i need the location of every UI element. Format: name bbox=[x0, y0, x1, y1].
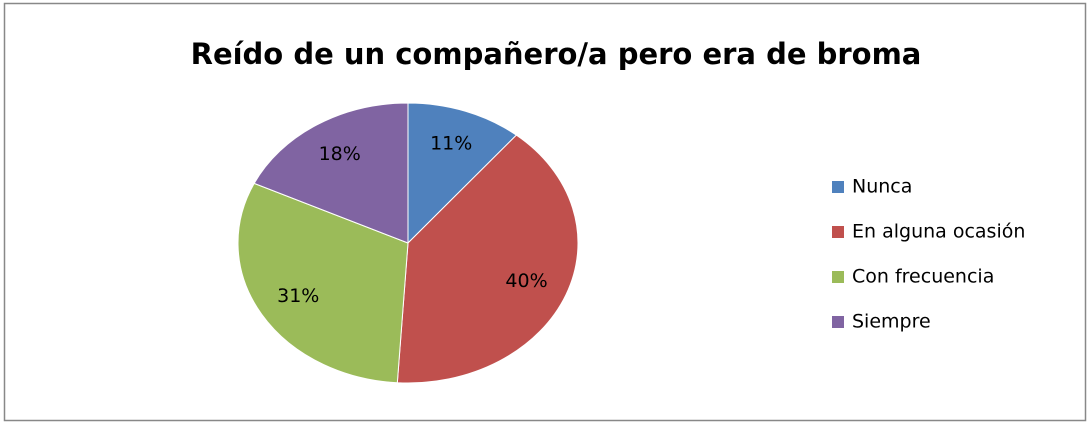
data-label: 40% bbox=[505, 270, 547, 292]
legend-label: Siempre bbox=[852, 311, 931, 333]
legend-label: En alguna ocasión bbox=[852, 221, 1025, 243]
chart-title: Reído de un compañero/a pero era de brom… bbox=[191, 37, 922, 71]
legend-label: Nunca bbox=[852, 176, 912, 198]
legend-swatch bbox=[832, 316, 844, 328]
data-label: 11% bbox=[430, 133, 472, 155]
pie-slice bbox=[396, 134, 579, 384]
data-label: 18% bbox=[319, 143, 361, 165]
legend-swatch bbox=[832, 181, 844, 193]
pie-slice bbox=[407, 102, 518, 245]
legend-swatch bbox=[832, 271, 844, 283]
pie-slice bbox=[253, 102, 409, 244]
pie-slice bbox=[237, 182, 409, 384]
legend-label: Con frecuencia bbox=[852, 266, 994, 288]
data-label: 31% bbox=[277, 285, 319, 307]
legend-swatch bbox=[832, 226, 844, 238]
